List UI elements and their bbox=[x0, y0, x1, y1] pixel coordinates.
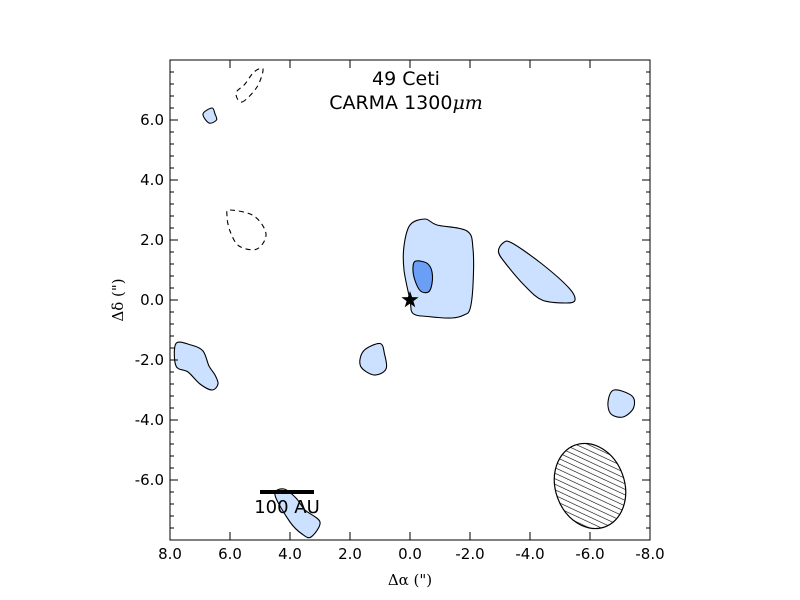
positive-contour bbox=[173, 341, 219, 391]
y-tick-label: -4.0 bbox=[135, 411, 164, 429]
positive-contour bbox=[359, 342, 388, 376]
y-tick-label: 6.0 bbox=[140, 111, 164, 129]
positive-contour bbox=[202, 107, 218, 124]
beam-layer bbox=[553, 442, 627, 530]
y-tick-label: 2.0 bbox=[140, 231, 164, 249]
y-tick-label: -6.0 bbox=[135, 471, 164, 489]
scale-bar-label: 100 AU bbox=[254, 497, 320, 518]
positive-contour bbox=[402, 218, 475, 319]
x-tick-label: -4.0 bbox=[515, 545, 544, 563]
negative-contour bbox=[226, 209, 267, 251]
beam-ellipse bbox=[553, 442, 627, 530]
negative-contour bbox=[235, 67, 264, 103]
x-tick-label: 2.0 bbox=[338, 545, 362, 563]
positive-contour bbox=[607, 389, 636, 418]
contour-layer bbox=[173, 67, 636, 539]
label-layer: -8.0 -6.0 -4.0 -2.0 0.0 2.0 4.0 6.0 8.0 -6.0 -4.0 -… bbox=[109, 68, 665, 589]
x-tick-label: 8.0 bbox=[158, 545, 182, 563]
positive-contour bbox=[497, 240, 576, 304]
x-tick-label: 4.0 bbox=[278, 545, 302, 563]
y-axis-label: Δδ (") bbox=[109, 278, 127, 321]
chart-title-line2: CARMA 1300μm bbox=[329, 92, 483, 114]
title-instrument: CARMA 1300 bbox=[329, 92, 452, 114]
positive-contour bbox=[274, 488, 321, 539]
marker-layer: 100 AU bbox=[254, 291, 419, 518]
x-tick-label: 6.0 bbox=[218, 545, 242, 563]
x-tick-label: 0.0 bbox=[398, 545, 422, 563]
y-tick-label: 0.0 bbox=[140, 291, 164, 309]
inner-positive-contour bbox=[412, 260, 434, 294]
x-tick-label: -8.0 bbox=[635, 545, 664, 563]
tick-layer bbox=[169, 60, 651, 540]
x-tick-label: -2.0 bbox=[455, 545, 484, 563]
x-tick-label: -6.0 bbox=[575, 545, 604, 563]
x-axis-label: Δα (") bbox=[388, 571, 432, 589]
star-marker bbox=[401, 291, 419, 308]
chart-title-line1: 49 Ceti bbox=[372, 68, 440, 90]
title-unit: μm bbox=[452, 92, 482, 114]
y-tick-label: 4.0 bbox=[140, 171, 164, 189]
y-tick-label: -2.0 bbox=[135, 351, 164, 369]
